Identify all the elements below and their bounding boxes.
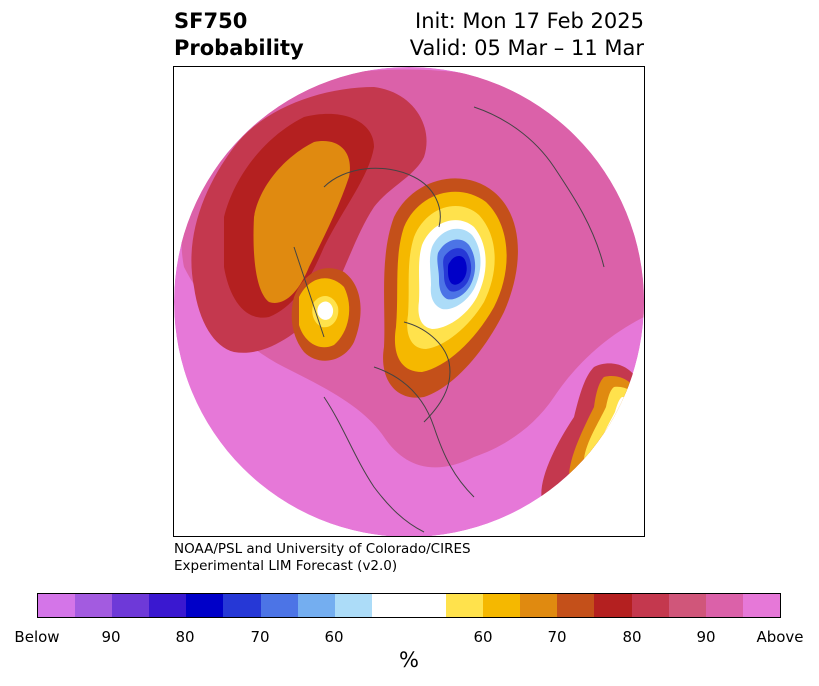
colorbar-segment (75, 594, 113, 617)
colorbar-tick-above-60: 60 (473, 628, 493, 646)
colorbar-segment (557, 594, 595, 617)
colorbar-segment (742, 594, 780, 617)
colorbar-unit: % (399, 648, 419, 672)
map-title: SF750 Probability (174, 8, 304, 62)
colorbar-segment (186, 594, 224, 617)
colorbar-tick-below-60: 60 (324, 628, 344, 646)
colorbar-segment (223, 594, 261, 617)
init-date: Init: Mon 17 Feb 2025 (415, 9, 644, 33)
polar-map (173, 66, 645, 537)
colorbar-tick-below-70: 70 (250, 628, 270, 646)
colorbar-segment (631, 594, 669, 617)
colorbar-tick-above: Above (756, 628, 804, 646)
colorbar-segment (260, 594, 298, 617)
coastlines (293, 106, 605, 533)
colorbar-tick-below-90: 90 (101, 628, 121, 646)
colorbar-segment (668, 594, 706, 617)
colorbar (37, 593, 781, 618)
colorbar-tick-below: Below (14, 628, 60, 646)
title-line-1: SF750 (174, 9, 248, 33)
colorbar-segment (594, 594, 632, 617)
credit-text: NOAA/PSL and University of Colorado/CIRE… (174, 541, 471, 575)
colorbar-segment (38, 594, 76, 617)
title-line-2: Probability (174, 36, 304, 60)
colorbar-segment (334, 594, 372, 617)
colorbar-tick-above-70: 70 (547, 628, 567, 646)
probability-map-svg (174, 67, 644, 536)
forecast-dates: Init: Mon 17 Feb 2025 Valid: 05 Mar – 11… (410, 8, 644, 62)
colorbar-tick-above-80: 80 (622, 628, 642, 646)
credit-line-1: NOAA/PSL and University of Colorado/CIRE… (174, 541, 471, 557)
below-90-region (448, 256, 467, 285)
colorbar-segment (483, 594, 521, 617)
above-65-region-west (253, 141, 350, 303)
credit-line-2: Experimental LIM Forecast (v2.0) (174, 558, 398, 574)
colorbar-segment (112, 594, 150, 617)
valid-dates: Valid: 05 Mar – 11 Mar (409, 36, 644, 60)
colorbar-segment (371, 594, 447, 617)
colorbar-segment (446, 594, 484, 617)
colorbar-tick-below-80: 80 (175, 628, 195, 646)
colorbar-tick-above-90: 90 (696, 628, 716, 646)
neutral-central (317, 301, 334, 320)
colorbar-segment (520, 594, 558, 617)
colorbar-segment (705, 594, 743, 617)
colorbar-segment (297, 594, 335, 617)
colorbar-segment (149, 594, 187, 617)
